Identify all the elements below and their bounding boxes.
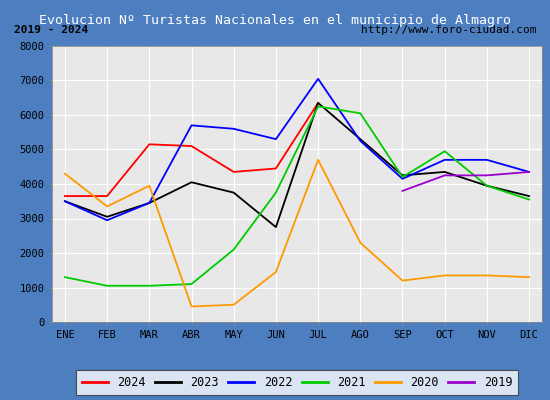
Text: http://www.foro-ciudad.com: http://www.foro-ciudad.com (361, 25, 536, 35)
Legend: 2024, 2023, 2022, 2021, 2020, 2019: 2024, 2023, 2022, 2021, 2020, 2019 (76, 370, 518, 395)
Text: Evolucion Nº Turistas Nacionales en el municipio de Almagro: Evolucion Nº Turistas Nacionales en el m… (39, 14, 511, 27)
Text: 2019 - 2024: 2019 - 2024 (14, 25, 88, 35)
